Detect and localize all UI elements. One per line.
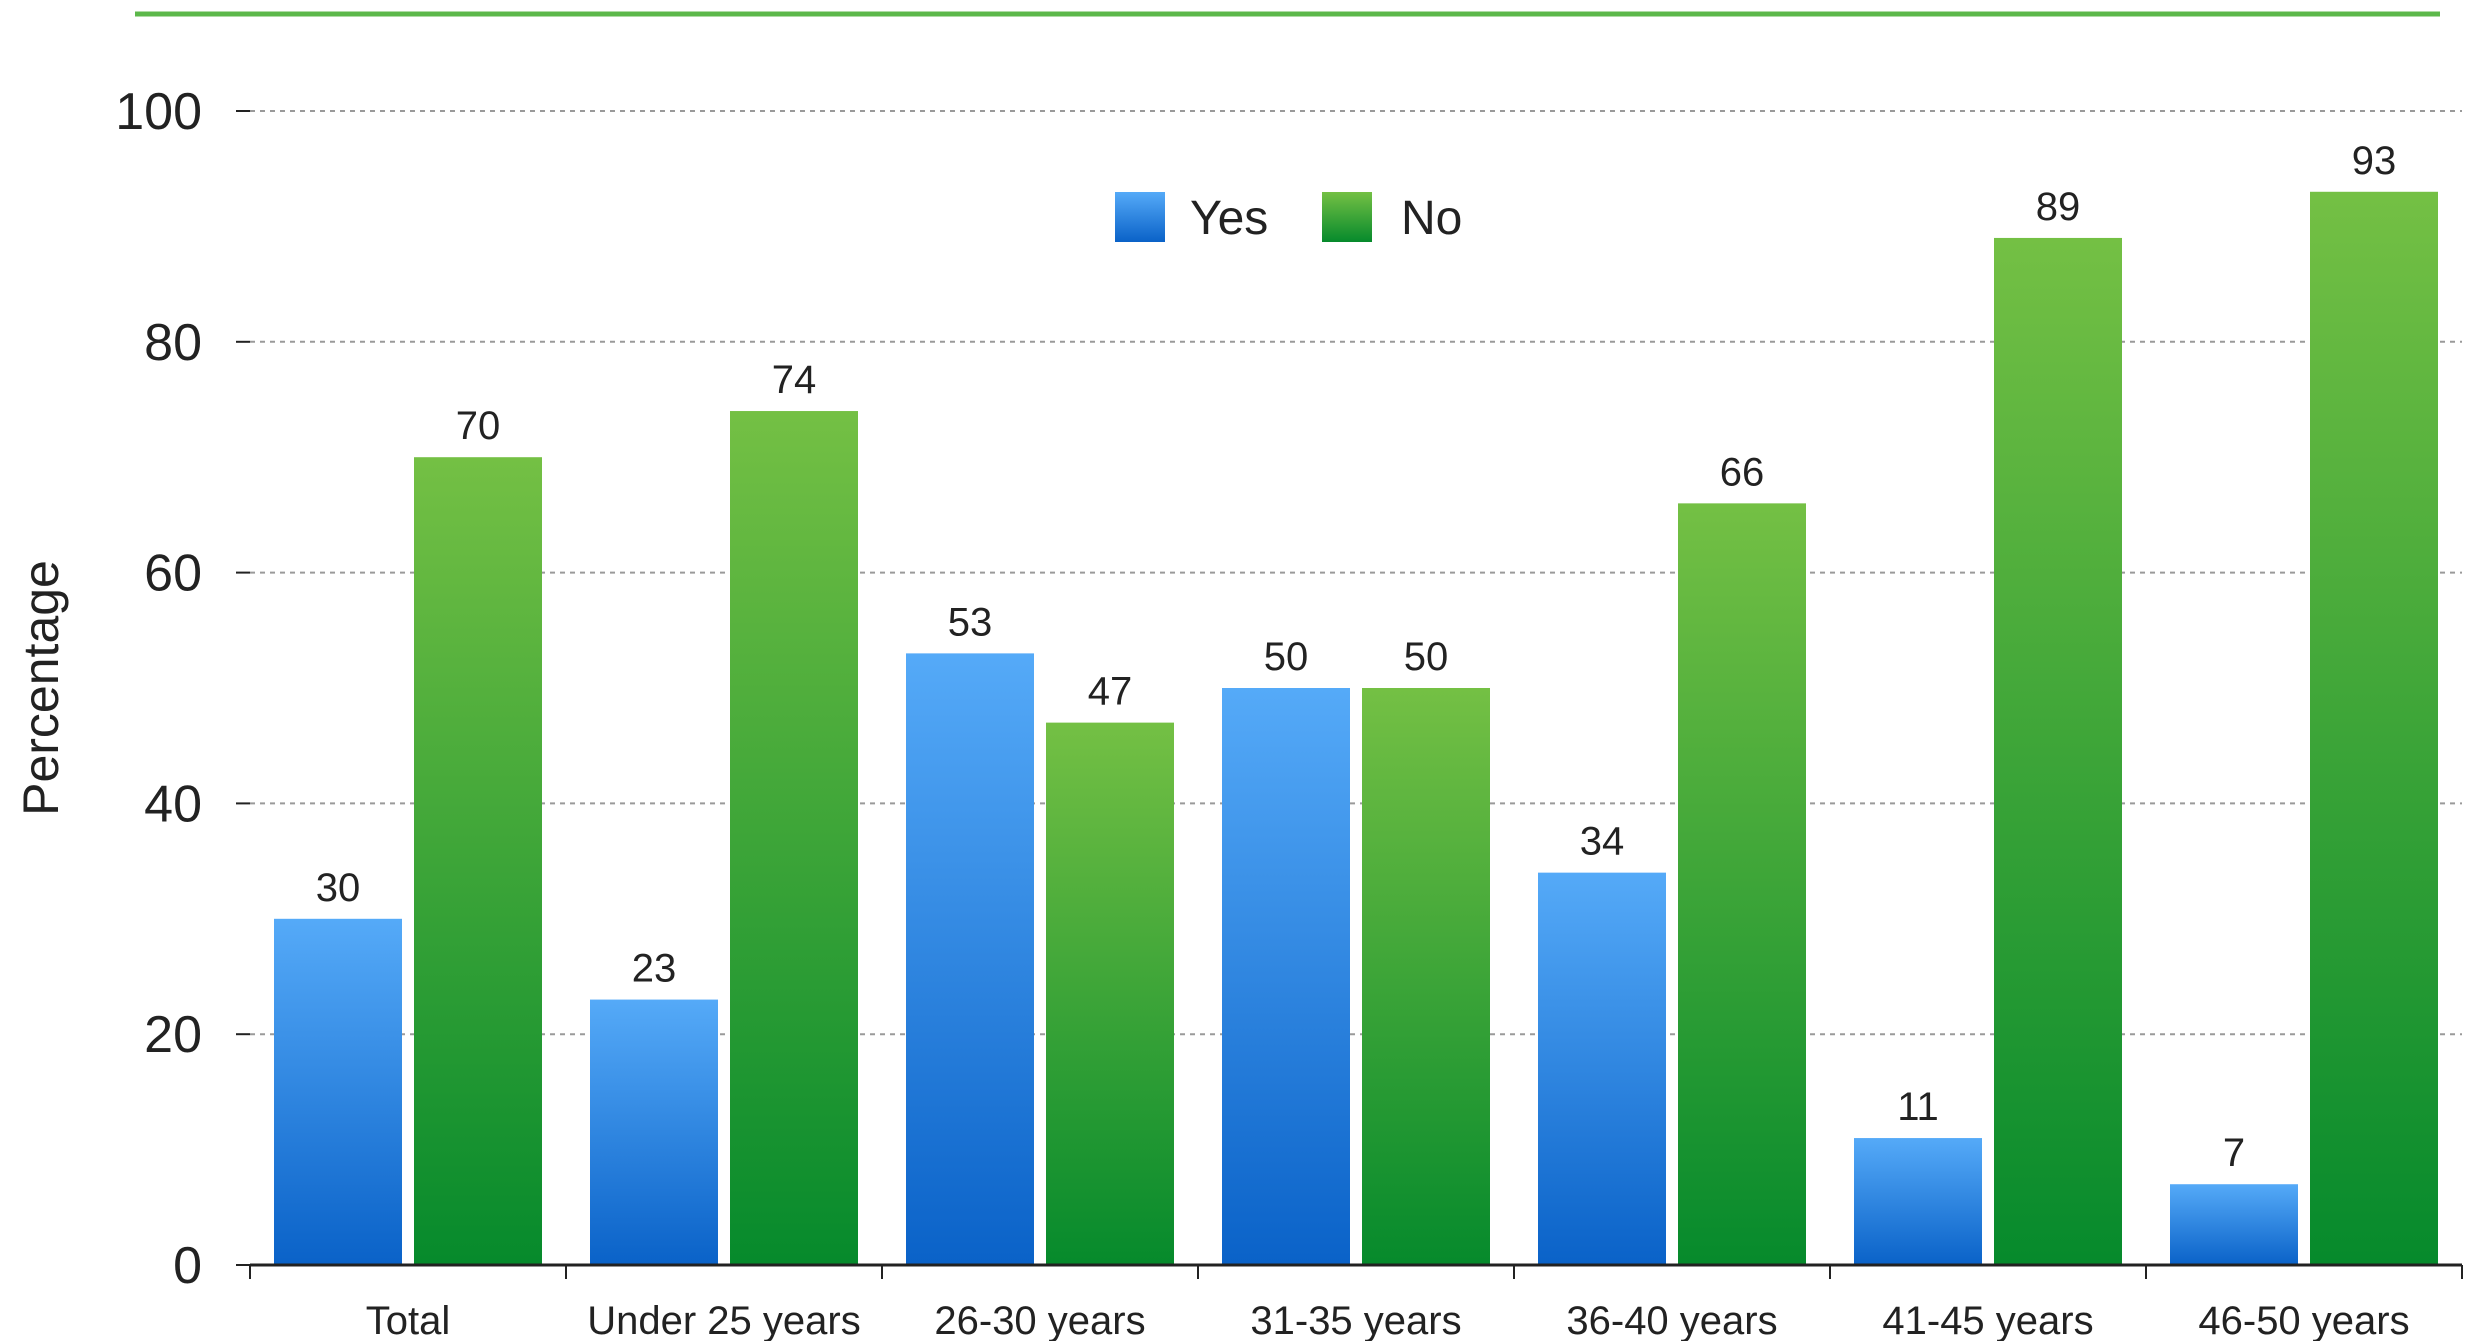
legend-swatch-yes	[1115, 192, 1165, 242]
category-label: 31-35 years	[1250, 1299, 1461, 1341]
legend-label-no: No	[1401, 192, 1462, 245]
data-label-no-0: 70	[456, 404, 501, 448]
data-label-no-2: 47	[1088, 670, 1133, 714]
data-label-no-5: 89	[2036, 185, 2081, 229]
data-label-yes-4: 34	[1580, 820, 1625, 864]
bar-yes-1	[590, 999, 718, 1265]
bar-no-5	[1994, 237, 2122, 1266]
data-label-yes-5: 11	[1897, 1085, 1939, 1129]
y-tick-label-100: 100	[115, 83, 202, 141]
category-label: 41-45 years	[1882, 1299, 2093, 1341]
data-label-no-4: 66	[1720, 450, 1765, 494]
bar-no-0	[414, 457, 542, 1265]
gridlines	[250, 110, 2462, 1036]
bars	[274, 191, 2438, 1266]
legend: Yes No	[1115, 192, 1462, 245]
category-label: Total	[366, 1299, 451, 1341]
data-label-yes-1: 23	[632, 947, 677, 991]
bar-no-6	[2310, 191, 2438, 1265]
category-label: Under 25 years	[587, 1299, 860, 1341]
data-labels: 30 70 23 74 53 47 50 50 34 66 11 89 7 93	[316, 139, 2397, 1175]
data-label-yes-0: 30	[316, 866, 361, 910]
bar-no-3	[1362, 688, 1490, 1265]
data-label-yes-2: 53	[948, 600, 993, 644]
bar-yes-6	[2170, 1184, 2298, 1265]
y-tick-label-60: 60	[144, 545, 202, 603]
category-label: 36-40 years	[1566, 1299, 1777, 1341]
bar-no-4	[1678, 503, 1806, 1265]
bar-yes-2	[906, 653, 1034, 1265]
data-label-yes-3: 50	[1264, 635, 1309, 679]
data-label-no-6: 93	[2352, 139, 2397, 183]
bar-yes-0	[274, 918, 402, 1265]
data-label-no-1: 74	[772, 358, 817, 402]
bar-yes-3	[1222, 688, 1350, 1265]
bar-no-2	[1046, 722, 1174, 1265]
y-tick-label-20: 20	[144, 1006, 202, 1064]
legend-swatch-no	[1322, 192, 1372, 242]
y-axis-title: Percentage	[13, 560, 69, 816]
data-label-no-3: 50	[1404, 635, 1449, 679]
legend-label-yes: Yes	[1190, 192, 1268, 245]
category-label: 46-50 years	[2198, 1299, 2409, 1341]
y-tick-label-40: 40	[144, 775, 202, 833]
bar-yes-5	[1854, 1138, 1982, 1265]
data-label-yes-6: 7	[2223, 1131, 2245, 1175]
axes: 0 20 40 60 80 100 Total Under 25 years 26-30 yea…	[115, 83, 2463, 1341]
bar-no-1	[730, 411, 858, 1265]
bar-yes-4	[1538, 872, 1666, 1265]
y-tick-label-0: 0	[173, 1237, 202, 1295]
y-tick-label-80: 80	[144, 314, 202, 372]
category-label: 26-30 years	[934, 1299, 1145, 1341]
